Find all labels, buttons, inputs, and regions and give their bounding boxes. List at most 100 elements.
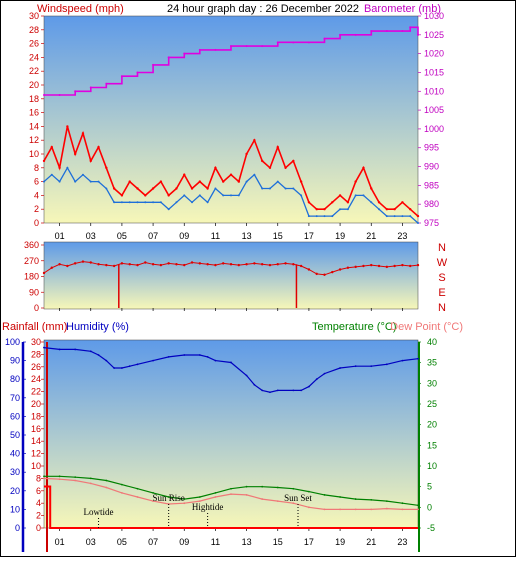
wind-average-point xyxy=(409,215,412,218)
wind-gust-point xyxy=(214,166,217,169)
rain-line xyxy=(44,485,418,529)
wind-ytick-label: 12 xyxy=(29,135,39,145)
direction-point xyxy=(89,261,92,264)
humidity-point xyxy=(105,359,108,362)
wind-average-point xyxy=(191,201,194,204)
wind-average-point xyxy=(362,194,365,197)
temperature-point xyxy=(339,496,341,498)
wind-gust-point xyxy=(229,173,233,176)
wind-gust-point xyxy=(253,139,256,142)
humidity-point xyxy=(354,365,357,368)
humidity-xtick-label: 19 xyxy=(335,537,345,547)
barometer-point xyxy=(74,90,77,93)
dewpoint-point xyxy=(58,478,61,481)
wind-average-point xyxy=(198,194,201,197)
humidity-point xyxy=(401,359,404,362)
direction-panel xyxy=(43,241,419,310)
rain-ytick-label: 2 xyxy=(36,511,41,521)
wind-average-point xyxy=(393,215,396,218)
wind-gust-point xyxy=(89,159,92,163)
direction-point xyxy=(292,263,295,266)
wind-xtick-label: 19 xyxy=(335,231,345,241)
barometer-point xyxy=(183,52,186,55)
wind-average-point xyxy=(97,180,100,183)
direction-point xyxy=(331,270,334,274)
barometer-point xyxy=(58,94,61,97)
temperature-ytick-label: 5 xyxy=(427,482,432,492)
humidity-ytick-label: 0 xyxy=(15,523,20,533)
wind-gust-point xyxy=(260,159,264,163)
dewpoint-point xyxy=(43,477,45,480)
wind-average-point xyxy=(89,180,92,183)
humidity-point xyxy=(136,363,139,366)
wind-gust-point xyxy=(401,201,404,204)
wind-gust-point xyxy=(167,194,170,197)
wind-gust-point xyxy=(105,166,108,169)
direction-point xyxy=(307,268,311,271)
humidity-point xyxy=(167,355,170,358)
humidity-point xyxy=(245,374,248,377)
direction-point xyxy=(237,263,240,267)
baro-axis-title: Barometer (mb) xyxy=(364,3,441,15)
humidity-ytick-label: 50 xyxy=(10,430,20,440)
humidity-ytick-label: 70 xyxy=(10,393,20,403)
baro-ytick-label: 1025 xyxy=(424,30,444,40)
humidity-point xyxy=(276,389,279,392)
rain-ytick-label: 8 xyxy=(36,473,41,483)
wind-xtick-label: 17 xyxy=(304,231,314,241)
temperature-ytick-label: 30 xyxy=(427,378,437,388)
direction-point xyxy=(206,263,209,266)
wind-gust-point xyxy=(237,180,240,183)
rain-ytick-label: 18 xyxy=(31,411,41,421)
direction-point xyxy=(175,263,178,266)
wind-average-point xyxy=(43,180,45,183)
temperature-point xyxy=(136,487,139,490)
wind-xtick-label: 05 xyxy=(117,231,127,241)
baro-ytick-label: 1000 xyxy=(424,124,444,134)
wind-xtick-label: 21 xyxy=(366,231,376,241)
temperature-point xyxy=(417,504,419,507)
annotation-label: Sun Set xyxy=(284,493,312,503)
wind-ytick-label: 18 xyxy=(29,94,39,104)
barometer-point xyxy=(167,56,170,59)
wind-ytick-label: 10 xyxy=(29,149,39,159)
wind-gust-point xyxy=(354,180,357,183)
wind-gust-point xyxy=(42,159,46,163)
barometer-point xyxy=(261,45,264,48)
humidity-xtick-label: 13 xyxy=(242,537,252,547)
humidity-point xyxy=(417,357,419,360)
direction-point xyxy=(222,262,225,265)
wind-gust-point xyxy=(112,187,116,190)
temperature-point xyxy=(43,475,45,478)
humidity-ytick-label: 80 xyxy=(10,374,20,384)
temperature-point xyxy=(121,483,123,486)
humidity-point xyxy=(292,389,295,392)
temperature-ytick-label: 35 xyxy=(427,358,437,368)
compass-label: W xyxy=(437,257,448,269)
wind-gust-point xyxy=(299,180,303,183)
barometer-point xyxy=(214,48,217,51)
dewpoint-point xyxy=(339,508,341,511)
direction-point xyxy=(299,264,303,268)
wind-gust-point xyxy=(307,201,311,204)
direction-point xyxy=(42,271,46,275)
wind-gust-point xyxy=(175,187,178,190)
humidity-point xyxy=(128,365,131,368)
wind-gust-point xyxy=(50,145,53,149)
wind-average-point xyxy=(292,187,295,190)
direction-point xyxy=(354,265,357,269)
compass-label: N xyxy=(438,242,446,254)
barometer-point xyxy=(120,75,123,78)
baro-ytick-label: 1005 xyxy=(424,105,444,115)
barometer-point xyxy=(354,33,357,36)
temperature-point xyxy=(276,486,279,489)
humidity-point xyxy=(323,372,326,375)
wind-average-point xyxy=(183,194,186,197)
wind-gust-point xyxy=(346,201,350,204)
temperature-point xyxy=(214,491,217,494)
temperature-ytick-label: 20 xyxy=(427,420,437,430)
wind-ytick-label: 22 xyxy=(29,66,39,76)
direction-point xyxy=(128,263,131,266)
temperature-point xyxy=(198,496,201,498)
humidity-xtick-label: 09 xyxy=(179,537,189,547)
